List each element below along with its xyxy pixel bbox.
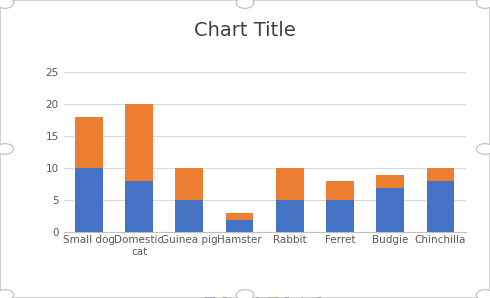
Bar bbox=[125, 181, 153, 232]
Bar bbox=[75, 117, 102, 168]
Bar bbox=[125, 104, 153, 181]
Bar bbox=[175, 168, 203, 201]
Bar bbox=[376, 188, 404, 232]
Bar bbox=[427, 181, 454, 232]
Bar bbox=[326, 201, 354, 232]
Bar bbox=[75, 168, 102, 232]
Bar bbox=[276, 201, 303, 232]
Legend: Series1, Series2: Series1, Series2 bbox=[202, 293, 327, 298]
Bar bbox=[226, 220, 253, 232]
Bar bbox=[175, 201, 203, 232]
Bar bbox=[226, 213, 253, 220]
Bar bbox=[427, 168, 454, 181]
Bar bbox=[276, 168, 303, 201]
Bar bbox=[326, 181, 354, 201]
Text: Chart Title: Chart Title bbox=[194, 21, 296, 40]
Bar bbox=[376, 175, 404, 188]
